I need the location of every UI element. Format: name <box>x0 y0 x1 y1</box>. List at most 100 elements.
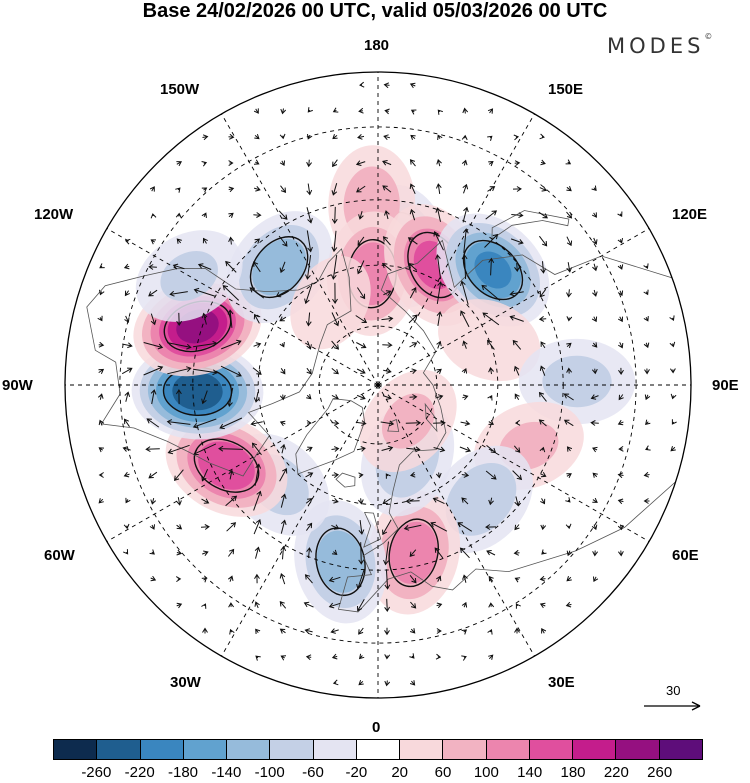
wind-vector <box>254 546 261 559</box>
wind-vector <box>280 368 286 375</box>
wind-vector <box>304 574 313 584</box>
wind-vector <box>565 497 571 503</box>
wind-vector <box>306 393 312 400</box>
wind-vector <box>512 470 523 481</box>
anomaly-contour-band <box>542 355 612 408</box>
wind-vector <box>175 388 182 405</box>
wind-vector <box>332 134 338 140</box>
wind-vector <box>514 393 520 401</box>
wind-vector <box>192 418 217 429</box>
colorbar-tick-label: -260 <box>81 764 112 781</box>
wind-vector <box>123 549 129 555</box>
height-contour-line <box>388 518 439 588</box>
wind-vector <box>409 342 418 348</box>
wind-vector <box>358 520 365 535</box>
wind-vector <box>539 235 548 247</box>
colorbar-tick-label: -20 <box>345 764 368 781</box>
wind-vector <box>201 603 207 609</box>
wind-vector <box>359 81 365 88</box>
wind-vector <box>406 446 421 453</box>
wind-vector <box>125 497 131 504</box>
wind-vector <box>539 446 546 453</box>
coastline <box>295 398 366 475</box>
wind-vector <box>592 497 598 503</box>
wind-vector <box>618 445 624 452</box>
wind-vector <box>566 316 573 322</box>
wind-vector <box>121 367 133 375</box>
wind-vector <box>481 284 501 301</box>
wind-vector <box>305 255 312 280</box>
wind-vector <box>143 365 164 376</box>
wind-vector <box>382 160 392 166</box>
colorbar-swatch <box>97 740 141 759</box>
wind-vector <box>150 313 157 326</box>
wind-vector <box>381 315 394 322</box>
wind-vector <box>488 497 494 506</box>
wind-vector <box>435 207 442 222</box>
wind-vector <box>460 280 469 305</box>
lon-label-120e: 120E <box>672 206 708 223</box>
wind-vector <box>305 312 312 327</box>
wind-vector <box>487 394 493 401</box>
wind-vector <box>591 185 597 191</box>
wind-vector <box>305 446 313 452</box>
wind-vector <box>146 418 160 428</box>
wind-vector <box>174 469 184 482</box>
wind-vector <box>98 447 105 453</box>
wind-vector <box>228 236 234 245</box>
wind-vector <box>306 183 313 196</box>
wind-vector <box>280 545 287 560</box>
wind-vector <box>514 160 521 167</box>
wind-vector <box>382 498 392 505</box>
wind-vector <box>98 341 105 348</box>
wind-vector <box>193 443 217 456</box>
wind-vector <box>669 368 676 374</box>
wind-vector <box>331 420 340 426</box>
wind-vector <box>201 577 208 583</box>
wind-vector <box>356 446 366 452</box>
colorbar-swatch <box>183 740 228 759</box>
wind-vector <box>332 159 338 168</box>
wind-vector <box>148 264 157 270</box>
wind-vector <box>513 365 520 376</box>
wind-vector <box>150 497 157 505</box>
wind-vector <box>485 470 497 480</box>
wind-vector <box>592 263 598 272</box>
wind-vector <box>358 542 365 565</box>
wind-vector <box>167 444 190 455</box>
wind-vector <box>331 230 338 253</box>
wind-vector <box>253 108 259 114</box>
wind-vector <box>255 655 261 661</box>
colorbar-swatch <box>573 740 617 759</box>
wind-vector <box>150 575 157 582</box>
wind-vector <box>592 289 598 297</box>
wind-vector <box>409 208 416 221</box>
colorbar-tick-label: -180 <box>167 764 199 781</box>
wind-vector <box>384 108 390 115</box>
wind-vector <box>617 419 624 426</box>
wind-vector <box>279 394 286 401</box>
wind-vector <box>461 629 468 635</box>
wind-vector <box>511 212 524 219</box>
wind-vector <box>669 341 676 348</box>
colorbar-ticks: -260 -220 -180 -140 -100 -60 -20 20 60 100 140 180 2… <box>53 765 703 783</box>
wind-vector <box>509 290 524 297</box>
wind-vector <box>202 237 208 244</box>
colorbar <box>53 739 703 760</box>
wind-vector <box>565 159 572 165</box>
wind-vector <box>540 472 547 478</box>
wind-vector <box>166 419 191 425</box>
wind-vector <box>540 159 546 166</box>
wind-vector <box>457 522 473 532</box>
wind-vector <box>459 446 471 453</box>
wind-vector <box>436 158 442 167</box>
wind-vector <box>253 342 262 348</box>
colorbar-swatch <box>313 740 357 759</box>
wind-vector <box>279 316 287 322</box>
wind-vector <box>201 312 208 325</box>
wind-vector <box>356 394 366 400</box>
wind-vector <box>358 679 364 686</box>
lon-label-150e: 150E <box>548 81 584 98</box>
wind-vector <box>356 368 366 374</box>
wind-vector <box>227 387 234 408</box>
